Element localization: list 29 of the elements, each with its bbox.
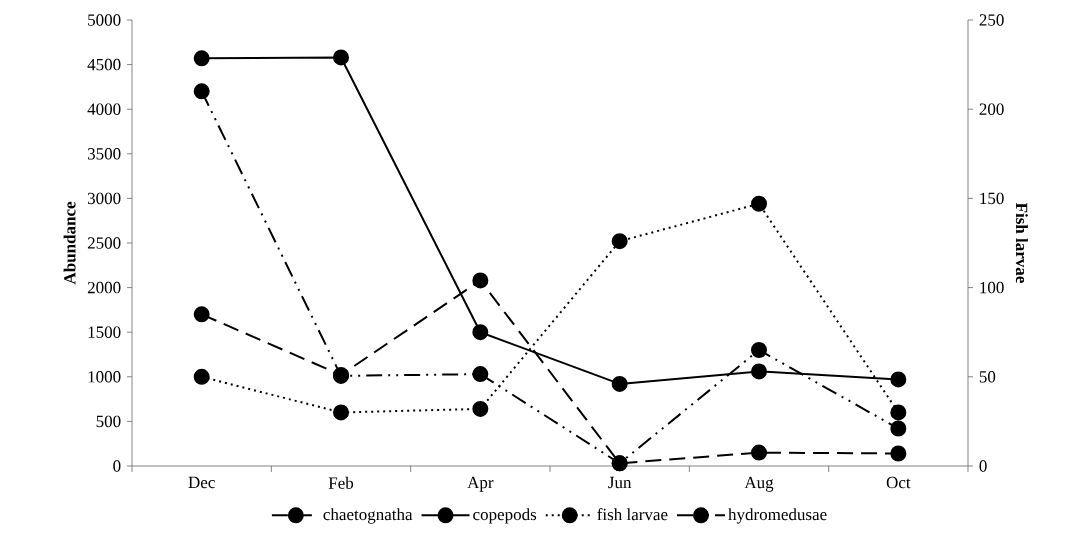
- legend-label: fish larvae: [597, 508, 668, 521]
- y-tick-label: 0: [113, 460, 121, 472]
- y2-tick-label: 250: [979, 14, 1004, 26]
- x-tick-label: Apr: [467, 476, 494, 492]
- y-tick-label: 5000: [88, 14, 121, 26]
- y-tick-label: 3500: [87, 148, 121, 160]
- x-tick-label: Dec: [188, 476, 215, 489]
- y-tick-label: 1000: [88, 371, 121, 383]
- y-tick-label: 2000: [87, 281, 121, 294]
- y-tick-label: 2500: [87, 237, 121, 249]
- y-tick-label: 500: [96, 415, 121, 428]
- legend-label: chaetognatha: [323, 508, 413, 524]
- legend-label: hydromedusae: [728, 508, 827, 524]
- x-tick-label: Jun: [608, 476, 632, 489]
- y2-tick-label: 100: [980, 281, 1004, 294]
- x-tick-label: Aug: [744, 476, 774, 492]
- y-tick-label: 4500: [87, 58, 121, 71]
- y2-tick-label: 150: [980, 192, 1004, 205]
- y2-axis-title: Fish larvae: [1015, 202, 1028, 283]
- y2-tick-label: 0: [979, 460, 987, 472]
- y-tick-label: 1500: [88, 326, 121, 338]
- y2-tick-label: 50: [979, 371, 996, 383]
- x-tick-label: Feb: [328, 476, 354, 489]
- legend-label: copepods: [473, 508, 537, 524]
- x-tick-label: Oct: [886, 476, 911, 489]
- y-axis-title: Abundance: [63, 201, 76, 285]
- y2-tick-label: 200: [979, 103, 1004, 115]
- y-tick-label: 4000: [87, 103, 121, 115]
- y-tick-label: 3000: [87, 192, 121, 205]
